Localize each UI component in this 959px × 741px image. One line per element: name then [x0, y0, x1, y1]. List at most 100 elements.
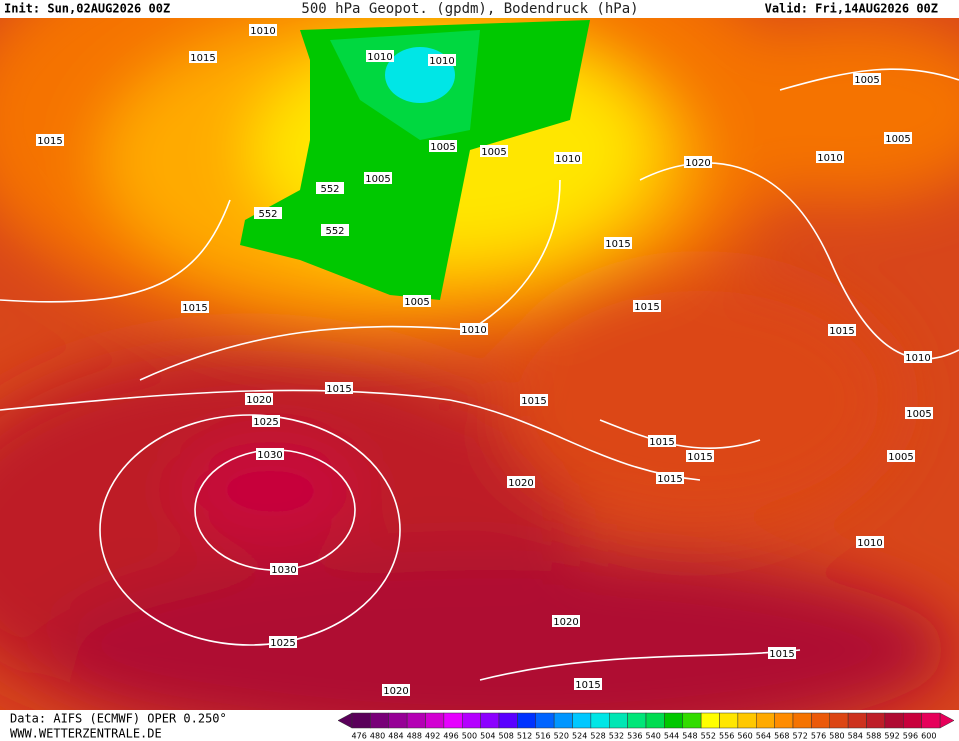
isobar-label: 1005 — [905, 407, 933, 420]
label-box — [507, 476, 535, 488]
colorbar-label: 588 — [866, 732, 881, 741]
label-box — [574, 678, 602, 690]
isobar-value: 1010 — [367, 52, 392, 63]
colorbar-label: 540 — [646, 732, 661, 741]
label-box — [254, 207, 282, 219]
colorbar-label: 528 — [590, 732, 605, 741]
colorbar-label: 584 — [848, 732, 863, 741]
colorbar-swatch — [480, 712, 500, 729]
label-box — [364, 172, 392, 184]
isobar-label: 1005 — [403, 295, 431, 308]
label-box — [366, 50, 394, 62]
label-box — [245, 393, 273, 405]
isobar-label: 1015 — [604, 237, 632, 250]
isobar-value: 1025 — [270, 638, 295, 649]
isobar-label: 1010 — [249, 24, 277, 37]
isobar-value: 1015 — [37, 136, 62, 147]
label-box — [382, 684, 410, 696]
isobar-value: 1015 — [326, 384, 351, 395]
isobar-label: 1010 — [904, 351, 932, 364]
colorbar-swatch — [811, 712, 830, 729]
colorbar-label: 512 — [517, 732, 532, 741]
label-box — [887, 450, 915, 462]
colorbar-swatch — [737, 712, 757, 729]
isobar-label: 1010 — [428, 54, 456, 67]
isobar-label: 1020 — [552, 615, 580, 628]
isobar-label: 1015 — [189, 51, 217, 64]
isobar-value: 1010 — [905, 353, 930, 364]
isobar-label: 552 — [254, 207, 282, 220]
isobar-label: 1020 — [684, 156, 712, 169]
colorbar-swatch — [884, 712, 904, 729]
colorbar-label: 568 — [774, 732, 789, 741]
isobar-label: 1015 — [828, 324, 856, 337]
isobar-value: 1015 — [829, 326, 854, 337]
colorbar-label: 516 — [535, 732, 550, 741]
colorbar-swatch — [645, 712, 665, 729]
colorbar-swatch — [572, 712, 592, 729]
label-box — [256, 448, 284, 460]
isobar-label: 1005 — [884, 132, 912, 145]
label-box — [316, 182, 344, 194]
colorbar-swatch — [829, 712, 849, 729]
label-box — [656, 472, 684, 484]
colorbar-label: 496 — [443, 732, 458, 741]
isobar-value: 1005 — [906, 409, 931, 420]
colorbar-swatch — [792, 712, 812, 729]
colorbar-label: 548 — [682, 732, 697, 741]
isobar-value: 1010 — [817, 153, 842, 164]
label-box — [480, 145, 508, 157]
label-box — [249, 24, 277, 36]
isobar-label: 1005 — [853, 73, 881, 86]
colorbar-label: 480 — [370, 732, 385, 741]
isobar-label: 1020 — [507, 476, 535, 489]
isobar-value: 1010 — [857, 538, 882, 549]
isobar-value: 1010 — [429, 56, 454, 67]
colorbar-swatch — [627, 712, 647, 729]
label-box — [554, 152, 582, 164]
label-box — [884, 132, 912, 144]
label-box — [181, 301, 209, 313]
isobar-value: 1010 — [555, 154, 580, 165]
colorbar-swatch — [847, 712, 867, 729]
colorbar-swatch — [535, 712, 555, 729]
isobar-label: 1025 — [252, 415, 280, 428]
colorbar-label: 536 — [627, 732, 642, 741]
isobar-value: 1005 — [885, 134, 910, 145]
isobar-label: 1010 — [856, 536, 884, 549]
isobar-label: 1010 — [460, 323, 488, 336]
label-box — [460, 323, 488, 335]
isobar-value: 552 — [320, 184, 339, 195]
colorbar-label: 492 — [425, 732, 440, 741]
isobar-label: 1010 — [366, 50, 394, 63]
isobar-value: 1015 — [182, 303, 207, 314]
init-text: Init: Sun,02AUG2026 00Z — [4, 2, 170, 16]
isobar-value: 1010 — [250, 26, 275, 37]
label-box — [189, 51, 217, 63]
colorbar-swatch — [590, 712, 610, 729]
isobar-label: 1010 — [816, 151, 844, 164]
isobar-value: 1005 — [888, 452, 913, 463]
colorbar-swatch — [370, 712, 389, 729]
isobar-value: 1015 — [657, 474, 682, 485]
website: WWW.WETTERZENTRALE.DE — [10, 727, 162, 741]
isobar-label: 1030 — [256, 448, 284, 461]
isobar-value: 1015 — [575, 680, 600, 691]
isobar-value: 1020 — [685, 158, 710, 169]
label-box — [648, 435, 676, 447]
isobar-value: 1020 — [553, 617, 578, 628]
isobar-value: 1030 — [257, 450, 282, 461]
arrow-left — [337, 712, 353, 729]
colorbar-swatch — [406, 712, 426, 729]
isobar-value: 1015 — [521, 396, 546, 407]
isobar-label: 1005 — [429, 140, 457, 153]
isobar-value: 1005 — [854, 75, 879, 86]
colorbar-swatch — [517, 712, 536, 729]
colorbar-label: 488 — [407, 732, 422, 741]
colorbar-label: 552 — [701, 732, 716, 741]
colorbar-label: 476 — [352, 732, 367, 741]
colorbar-swatch — [425, 712, 445, 729]
label-box — [269, 636, 297, 648]
isobar-value: 552 — [325, 226, 344, 237]
label-box — [904, 351, 932, 363]
